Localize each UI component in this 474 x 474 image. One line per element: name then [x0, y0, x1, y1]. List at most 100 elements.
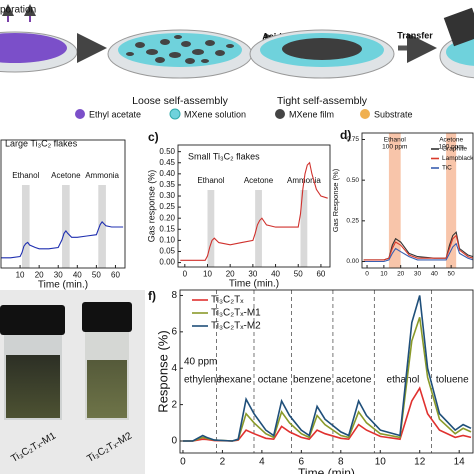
x-tick-label: 30: [248, 269, 257, 278]
x-tick-label: 30: [54, 270, 63, 279]
x-tick-label: 0: [183, 269, 188, 278]
gas-label: Ammonia: [85, 171, 119, 180]
arrow-label: Transfer: [397, 30, 433, 40]
y-tick-label: 2: [171, 399, 177, 410]
gas-window: [207, 190, 215, 267]
gas-label: Ethanol: [384, 137, 407, 144]
x-tick-label: 10: [203, 269, 212, 278]
x-tick-label: 50: [448, 271, 456, 278]
gas-window: [255, 190, 262, 267]
gas-label: acetone: [336, 375, 372, 386]
y-tick-label: 0: [171, 436, 177, 447]
y-axis-label: Gas response (%): [146, 170, 156, 243]
gas-label: Acetone: [244, 176, 274, 185]
substrate: [443, 7, 474, 47]
series-line: [180, 161, 328, 261]
y-tick-label: 0.50: [159, 147, 175, 156]
y-tick-label: 0.75: [346, 136, 359, 143]
step-label: Tight self-assembly: [277, 95, 368, 107]
evaporation-label: poration: [0, 5, 36, 16]
gas-label: Acetone: [51, 171, 81, 180]
gas-label: hexane: [219, 375, 252, 386]
x-tick-label: 60: [111, 270, 120, 279]
gas-label: ethanol: [387, 375, 420, 386]
panel-label: c): [148, 130, 159, 144]
y-tick-label: 0.00: [346, 258, 359, 265]
step-label: Loose self-assembly: [132, 95, 228, 107]
gas-window: [446, 133, 457, 268]
panel-label: d): [340, 128, 351, 142]
y-tick-label: 0.10: [159, 235, 175, 244]
vial-cap: [82, 302, 132, 332]
chart-title: Small Ti₃C₂ flakes: [188, 151, 260, 161]
y-tick-label: 0.25: [346, 218, 359, 225]
y-tick-label: 0.05: [159, 247, 175, 256]
vial-cap: [0, 305, 65, 335]
x-tick-label: 2: [220, 457, 226, 468]
series-line: [363, 242, 474, 263]
gas-label: octane: [258, 375, 288, 386]
legend-label: Ethyl acetate: [89, 109, 141, 119]
y-tick-label: 0.00: [159, 258, 175, 267]
gas-window: [388, 133, 401, 268]
x-tick-label: 12: [414, 457, 426, 468]
gas-window: [62, 185, 70, 268]
vial-liquid: [6, 355, 60, 418]
y-tick-label: 6: [171, 326, 177, 337]
y-tick-label: 0.50: [346, 177, 359, 184]
series-line: [363, 234, 474, 261]
panel-label: f): [148, 289, 156, 303]
legend-label: MXene film: [289, 109, 334, 119]
gas-window: [21, 185, 30, 268]
gas-label: benzene: [293, 375, 332, 386]
legend-label: Ti₃C₂Tₓ-M2: [211, 321, 261, 332]
plot-frame: [0, 139, 126, 269]
gas-label: Ethanol: [197, 176, 224, 185]
x-tick-label: 10: [16, 270, 25, 279]
x-tick-label: 4: [259, 457, 265, 468]
x-tick-label: 20: [35, 270, 44, 279]
legend-swatch: [360, 109, 370, 119]
y-axis-label: Gas Response (%): [331, 168, 340, 232]
vial-liquid: [87, 360, 127, 418]
x-tick-label: 14: [454, 457, 466, 468]
x-tick-label: 10: [375, 457, 387, 468]
x-tick-label: 40: [431, 271, 439, 278]
y-tick-label: 0.40: [159, 169, 175, 178]
x-tick-label: 0: [180, 457, 186, 468]
x-tick-label: 50: [294, 269, 303, 278]
gas-label: Acetone: [439, 137, 463, 144]
gas-window: [98, 185, 106, 268]
segment-note: 40 ppm: [184, 357, 217, 368]
y-tick-label: 8: [171, 290, 177, 301]
x-tick-label: 0: [365, 271, 369, 278]
panel-a: poration Loose self-assembly Acid Tight …: [0, 4, 474, 120]
y-tick-label: 0.25: [159, 202, 175, 211]
legend-swatch: [275, 109, 285, 119]
x-tick-label: 10: [380, 271, 388, 278]
gas-window: [300, 190, 308, 267]
x-tick-label: 20: [397, 271, 405, 278]
segment-note: ethylene: [184, 375, 222, 386]
legend-label: Ti₃C₂Tₓ-M1: [211, 308, 261, 319]
x-tick-label: 20: [226, 269, 235, 278]
gas-sublabel: 100 ppm: [382, 144, 407, 151]
plot-area: [362, 133, 473, 268]
legend-swatch: [169, 108, 181, 120]
y-axis-label: Response (%): [155, 330, 170, 412]
y-tick-label: 0.35: [159, 180, 175, 189]
legend-label: Ti₃C₂Tₓ: [211, 295, 244, 306]
mxene-solution: [446, 38, 474, 66]
mxene-film: [282, 38, 362, 60]
series-line: [183, 295, 472, 442]
plot-frame: [179, 289, 474, 454]
gas-sublabel: 100 ppm: [438, 144, 463, 151]
y-tick-label: 0.20: [159, 213, 175, 222]
x-tick-label: 40: [73, 270, 82, 279]
chart-title: Large Ti₃C₂ flakes: [5, 138, 78, 148]
y-tick-label: 0.15: [159, 224, 175, 233]
x-tick-label: 40: [271, 269, 280, 278]
x-tick-label: 6: [299, 457, 305, 468]
x-tick-label: 8: [338, 457, 344, 468]
